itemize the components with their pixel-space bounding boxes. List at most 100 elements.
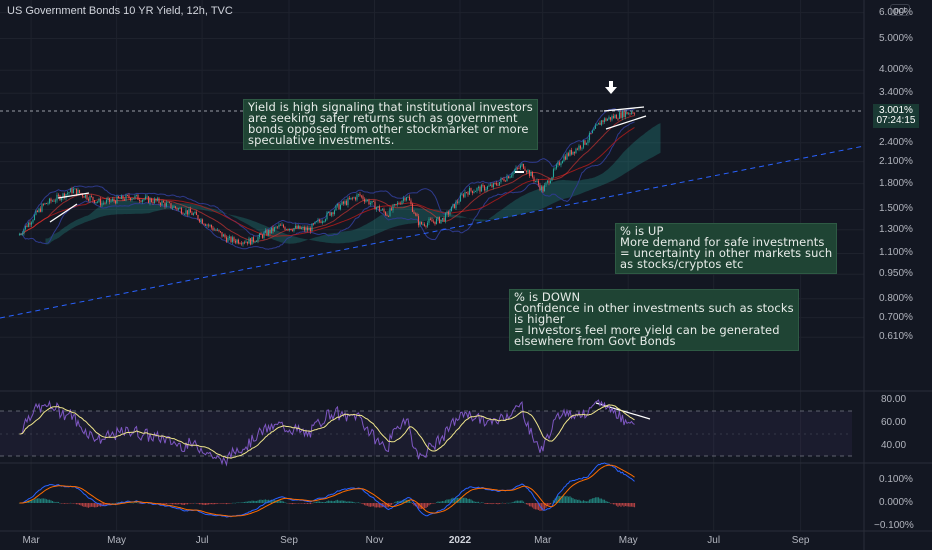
macd-bar [479,502,481,504]
macd-bar [327,500,330,503]
candle [377,205,379,209]
candle [161,199,163,207]
candle [390,206,393,211]
candle [558,160,561,166]
candle [158,196,160,205]
drawn-trendline[interactable] [49,203,78,223]
annotation-yield-up[interactable]: % is UP More demand for safe investments… [615,223,838,274]
drawn-trendline[interactable] [605,115,647,130]
macd-bar [525,503,528,505]
candle [422,221,424,226]
candle [212,225,214,232]
macd-bar [572,498,574,503]
candle [510,173,513,178]
macd-bar [533,503,535,509]
candle [296,224,298,229]
drawn-trendline[interactable] [57,192,90,199]
macd-bar [467,499,469,503]
macd-bar [456,497,459,503]
candle [396,201,399,207]
drawn-trendline[interactable] [603,106,645,112]
candle [102,200,105,206]
macd-bar [300,503,303,504]
macd-bar [528,503,531,507]
candle [18,232,21,236]
bollinger-lower [19,121,635,250]
macd-bar [386,503,388,508]
macd-bar [503,503,505,504]
annotation-yield-high[interactable]: Yield is high signaling that institution… [243,99,538,150]
candle [498,181,501,186]
candle [533,175,535,184]
candle [504,180,507,182]
candle [563,154,565,163]
candle [236,238,238,245]
candle [491,182,493,188]
candle [492,182,495,190]
macd-bar [231,502,234,504]
macd-bar [303,503,306,504]
macd-bar [66,503,69,504]
macd-bar [183,503,186,505]
macd-bar [315,501,318,503]
macd-bar [573,499,576,503]
candle [279,223,282,226]
candle [432,219,435,224]
candle [89,195,91,204]
macd-bar [432,503,435,504]
candle [204,223,207,226]
candle [39,206,42,213]
macd-bar [470,499,472,503]
macd-bar [491,503,493,505]
macd-bar [117,502,120,503]
candle [206,223,208,228]
rsi-line [19,399,635,467]
candle [105,197,108,205]
annotation-yield-down[interactable]: % is DOWN Confidence in other investment… [509,289,799,351]
macd-bar [108,503,111,504]
candle [128,193,130,200]
candle [327,211,330,214]
candle [207,223,210,228]
support-trendline[interactable] [0,145,865,319]
candle [50,197,52,204]
candle [42,203,45,207]
candle [350,197,352,201]
candle [401,200,403,205]
candle [335,204,337,211]
macd-bar [408,500,411,503]
macd-bar [39,498,42,503]
macd-bar [161,503,163,504]
macd-bar [350,501,352,503]
candle [353,196,355,199]
candle [566,151,568,160]
macd-bar [567,496,570,503]
macd-bar [624,503,627,507]
macd-bar [104,503,106,506]
candle [414,212,417,217]
candle [137,193,139,200]
macd-bar [239,502,241,504]
candle [189,206,192,213]
macd-bar [185,503,187,505]
candle [447,210,450,218]
candle [530,170,532,176]
candle [545,181,547,187]
macd-bar [486,503,489,504]
macd-bar [129,502,132,504]
macd-bar [191,503,193,504]
candle [435,217,438,225]
macd-bar [366,503,369,506]
candle [524,166,526,172]
candle [615,113,618,119]
candle [308,225,310,231]
candle [135,194,138,197]
candle [110,198,112,203]
candle [96,200,99,204]
candle [440,219,442,224]
candle [276,226,279,230]
candle [470,187,472,193]
macd-bar [426,503,429,507]
unit-toggle-button[interactable]: pct [890,4,911,16]
